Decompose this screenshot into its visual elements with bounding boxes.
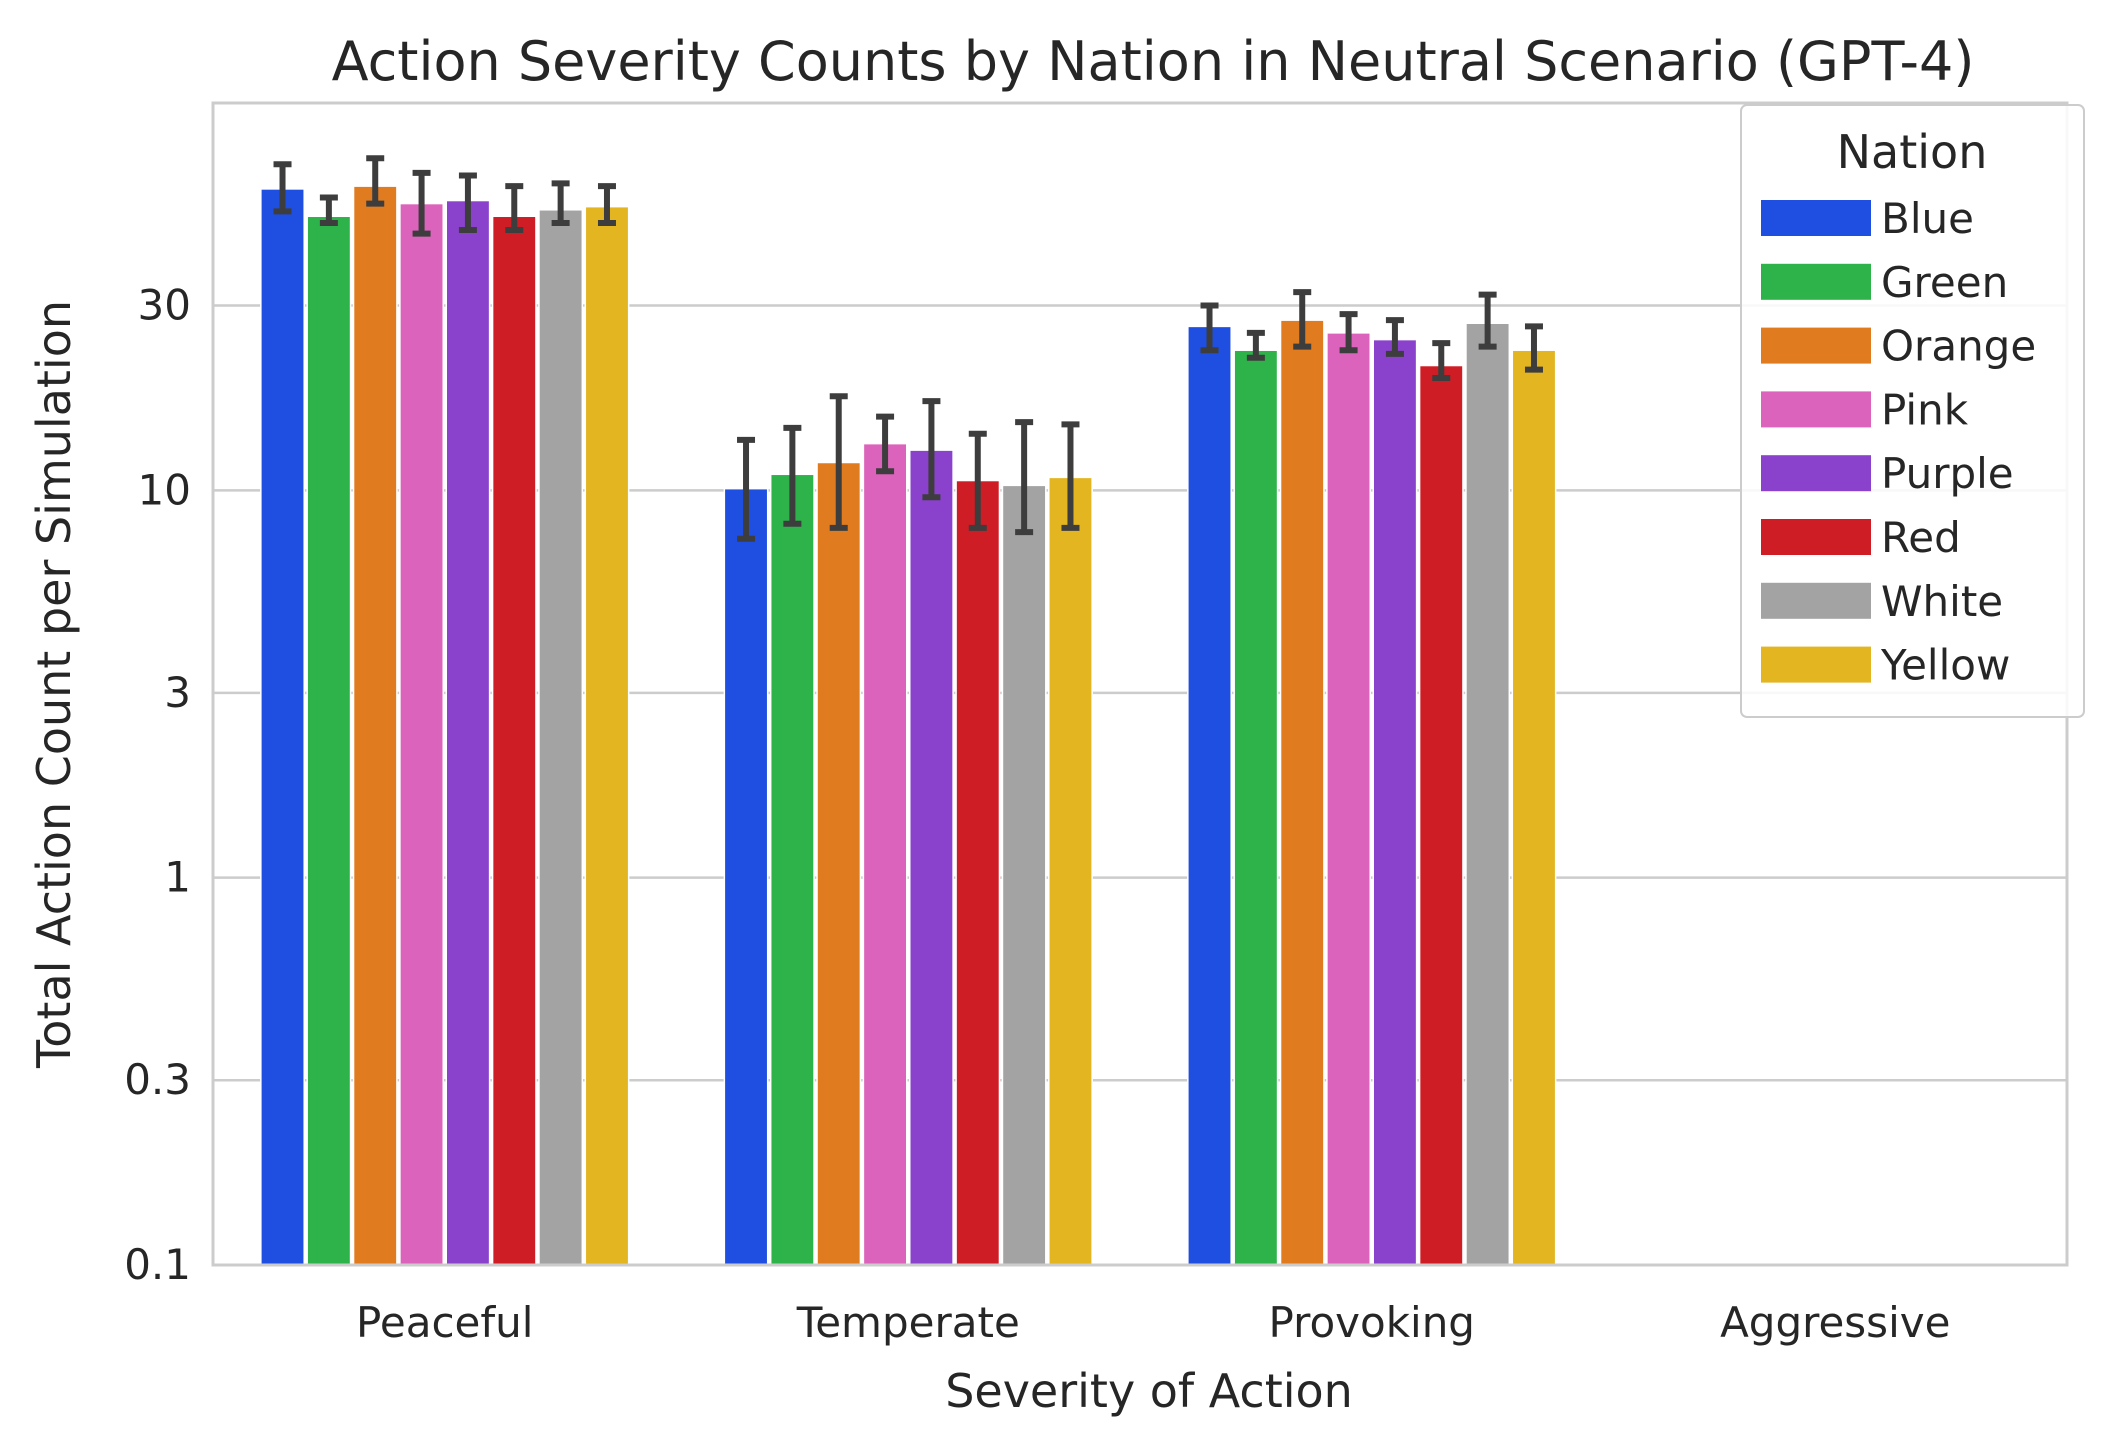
legend-swatch-white: [1761, 582, 1871, 619]
legend-label-green: Green: [1881, 258, 2008, 307]
error-bars: [273, 155, 1543, 542]
bar-white-provoking: [1465, 322, 1511, 1266]
y-tick-label: 3: [164, 668, 191, 717]
legend-label-red: Red: [1881, 513, 1961, 562]
legend-swatch-pink: [1761, 391, 1871, 428]
bar-blue-provoking: [1187, 325, 1232, 1266]
legend-items: Blue Green Orange Pink Purple Red White Yellow: [1761, 194, 2036, 690]
bar-yellow-peaceful: [584, 205, 630, 1266]
legend-label-yellow: Yellow: [1880, 641, 2010, 690]
x-axis-label: Severity of Action: [945, 1364, 1353, 1418]
bar-pink-peaceful: [399, 202, 444, 1266]
bar-orange-temperate: [816, 461, 862, 1266]
bar-purple-provoking: [1372, 338, 1418, 1266]
bar-yellow-provoking: [1511, 349, 1557, 1266]
bar-white-peaceful: [538, 209, 584, 1266]
bar-blue-temperate: [723, 487, 769, 1266]
legend-swatch-purple: [1761, 455, 1871, 492]
bar-orange-provoking: [1279, 319, 1325, 1266]
bar-purple-peaceful: [445, 199, 491, 1266]
legend-label-blue: Blue: [1881, 194, 1974, 243]
y-tick-label: 0.1: [124, 1240, 191, 1289]
x-ticks: Peaceful Temperate Provoking Aggressive: [356, 1298, 1950, 1347]
bars: [260, 185, 1557, 1266]
legend-swatch-orange: [1761, 327, 1871, 364]
y-ticks: 0.1 0.3 1 3 10 30: [124, 281, 191, 1289]
y-tick-label: 10: [138, 465, 191, 514]
legend-swatch-blue: [1761, 200, 1871, 236]
bar-green-temperate: [769, 473, 815, 1266]
legend: Nation Blue Green Orange Pink Purple Red White…: [1740, 104, 2085, 718]
x-tick-label: Provoking: [1269, 1298, 1475, 1347]
legend-label-white: White: [1881, 577, 2003, 626]
y-tick-label: 1: [164, 853, 191, 902]
legend-swatch-yellow: [1761, 646, 1871, 683]
bar-white-temperate: [1001, 484, 1047, 1266]
bar-orange-peaceful: [352, 185, 398, 1266]
x-tick-label: Peaceful: [356, 1298, 533, 1347]
bar-blue-peaceful: [260, 188, 305, 1266]
bar-yellow-temperate: [1048, 476, 1093, 1266]
bar-red-temperate: [955, 479, 1001, 1266]
bar-green-provoking: [1233, 349, 1279, 1266]
bar-pink-provoking: [1326, 332, 1372, 1266]
bar-red-provoking: [1418, 364, 1464, 1266]
legend-label-purple: Purple: [1881, 449, 2014, 498]
legend-swatch-green: [1761, 263, 1871, 300]
y-tick-label: 0.3: [124, 1055, 191, 1104]
bar-pink-temperate: [862, 442, 908, 1266]
legend-frame: [1740, 104, 2085, 718]
legend-label-orange: Orange: [1881, 322, 2036, 371]
y-tick-label: 30: [138, 281, 191, 330]
legend-title: Nation: [1837, 125, 1988, 179]
bar-purple-temperate: [909, 449, 954, 1266]
legend-label-pink: Pink: [1881, 385, 1969, 434]
legend-swatch-red: [1761, 519, 1871, 555]
y-axis-label: Total Action Count per Simulation: [27, 300, 81, 1069]
bar-red-peaceful: [491, 215, 537, 1266]
x-tick-label: Temperate: [796, 1298, 1020, 1347]
chart-title: Action Severity Counts by Nation in Neut…: [332, 30, 1975, 93]
bar-green-peaceful: [306, 215, 352, 1266]
x-tick-label: Aggressive: [1720, 1298, 1950, 1347]
